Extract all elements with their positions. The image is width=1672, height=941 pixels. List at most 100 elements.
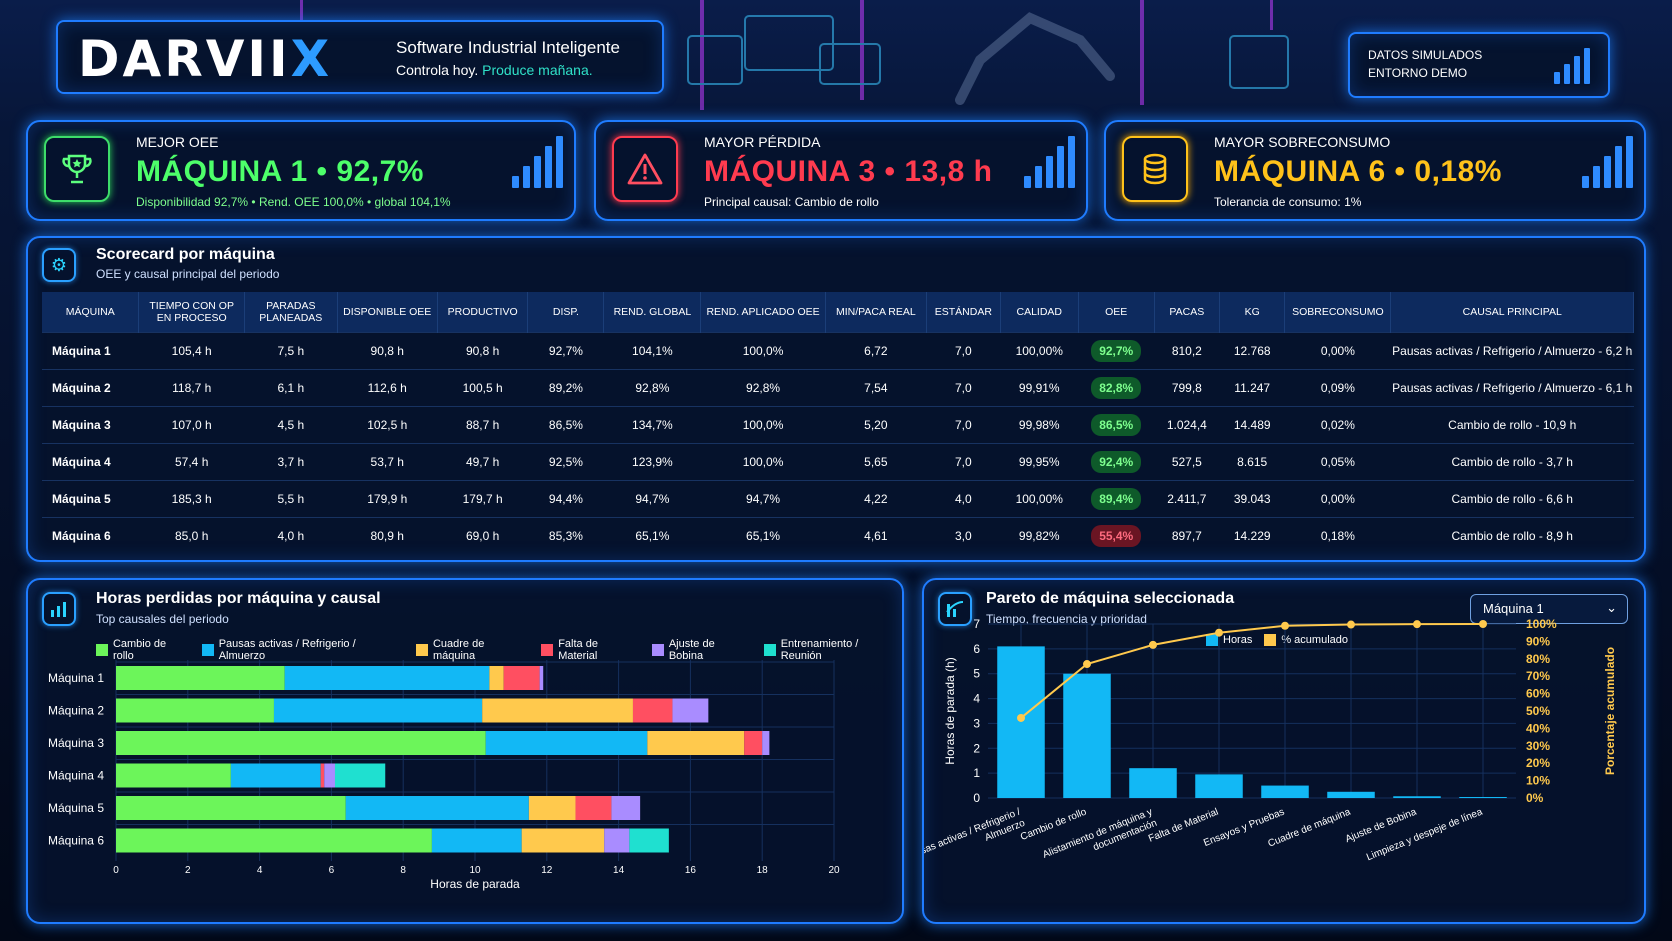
table-cell: 0,02% [1284, 405, 1391, 443]
table-cell: 100,0% [700, 405, 826, 443]
legend-swatch [763, 644, 776, 656]
table-cell: 92,8% [700, 368, 826, 406]
legend-item: Cambio de rollo [96, 638, 190, 662]
table-row[interactable]: Máquina 2 118,7 h 6,1 h 112,6 h 100,5 h 89,2%… [42, 368, 1634, 406]
table-cell: 5,65 [825, 442, 927, 480]
table-cell: 107,0 h [138, 405, 245, 443]
column-header: REND. APLICADO OEE [700, 292, 826, 332]
column-header: DISP. [527, 292, 605, 332]
table-cell: 94,7% [603, 479, 701, 517]
machine-select-dropdown[interactable]: Máquina 1 ⌄ [1470, 594, 1628, 624]
kpi-subtext: Principal causal: Cambio de rollo [704, 195, 879, 209]
table-cell: 527,5 [1154, 442, 1220, 480]
table-cell: 5,5 h [244, 479, 338, 517]
table-cell: 123,9% [603, 442, 701, 480]
legend-swatch [415, 644, 428, 656]
legend-item: Entrenamiento / Reunión [763, 638, 902, 662]
bar-segment [116, 666, 285, 690]
table-cell: 7,0 [926, 368, 1001, 406]
table-cell: 185,3 h [138, 479, 245, 517]
table-cell: 57,4 h [138, 442, 245, 480]
bar-segment [324, 763, 335, 788]
y-tick-label: 6 [973, 642, 980, 656]
oee-status-badge: 82,8% [1091, 376, 1142, 399]
bar-segment [503, 666, 540, 690]
demo-line-1: DATOS SIMULADOS [1368, 48, 1483, 62]
pareto-bar [1327, 791, 1375, 798]
x-tick-label: 6 [329, 865, 335, 876]
table-cell: 89,2% [527, 368, 604, 406]
table-row[interactable]: Máquina 6 85,0 h 4,0 h 80,9 h 69,0 h 85,3% 65,… [42, 516, 1634, 554]
cumulative-point [1017, 713, 1025, 722]
table-cell: 99,91% [1000, 368, 1079, 406]
table-cell: 102,5 h [337, 405, 438, 443]
y2-tick-label: 30% [1526, 739, 1550, 753]
table-cell: 94,4% [527, 479, 604, 517]
table-cell: 39.043 [1219, 479, 1285, 517]
table-cell: 94,7% [700, 479, 826, 517]
pareto-bar [1393, 796, 1441, 798]
table-cell: 86,5% [1078, 405, 1155, 443]
y2-tick-label: 80% [1526, 652, 1550, 666]
cumulative-point [1215, 628, 1223, 637]
x-tick-label: 12 [541, 865, 553, 876]
pareto-chart: 012345670%10%20%30%40%50%60%70%80%90%100… [924, 617, 1617, 863]
machine-name-cell: Máquina 6 [42, 516, 139, 554]
table-cell: 92,5% [527, 442, 604, 480]
x-tick-label: 0 [113, 865, 119, 876]
legend-item: Cuadre de máquina [415, 638, 529, 662]
bar-segment [672, 698, 709, 723]
kpi-largest-loss: MAYOR PÉRDIDA MÁQUINA 3 • 13,8 h Princip… [594, 120, 1088, 221]
pareto-panel: Pareto de máquina seleccionada Tiempo, f… [922, 578, 1646, 924]
table-cell: Cambio de rollo - 10,9 h [1390, 405, 1634, 443]
cumulative-point [1281, 621, 1289, 630]
y-axis-label: Horas de parada (h) [943, 657, 957, 764]
x-tick-label: 10 [469, 865, 481, 876]
legend-label: Falta de Material [558, 638, 598, 662]
y-category-label: Máquina 2 [48, 704, 104, 718]
table-cell: 105,4 h [138, 331, 245, 369]
x-tick-label: 18 [757, 865, 769, 876]
table-cell: 100,0% [700, 331, 826, 369]
hours-panel-subtitle: Top causales del periodo [96, 612, 229, 626]
machine-name-cell: Máquina 3 [42, 405, 139, 443]
table-cell: 3,0 [926, 516, 1001, 554]
demo-badge: DATOS SIMULADOS ENTORNO DEMO [1348, 32, 1610, 98]
legend-swatch [651, 644, 664, 656]
table-row[interactable]: Máquina 5 185,3 h 5,5 h 179,9 h 179,7 h 94,4%… [42, 479, 1634, 517]
table-cell: 5,20 [825, 405, 927, 443]
table-cell: Cambio de rollo - 3,7 h [1390, 442, 1634, 480]
cumulative-line [1020, 623, 1484, 719]
y2-tick-label: 10% [1526, 774, 1550, 788]
table-row[interactable]: Máquina 3 107,0 h 4,5 h 102,5 h 88,7 h 86,5% 1… [42, 405, 1634, 443]
x-tick-label: 16 [685, 865, 697, 876]
y-tick-label: 7 [973, 617, 980, 631]
bar-segment [521, 828, 605, 853]
bar-chart-icon [42, 592, 76, 626]
scorecard-title: Scorecard por máquina [96, 246, 275, 263]
column-header: CAUSAL PRINCIPAL [1390, 292, 1634, 332]
dropdown-value: Máquina 1 [1483, 601, 1544, 616]
column-header: MÁQUINA [42, 292, 140, 332]
table-cell: 92,8% [603, 368, 701, 406]
column-header: MIN/PACA REAL [825, 292, 927, 332]
table-cell: 7,5 h [244, 331, 338, 369]
column-header: OEE [1078, 292, 1155, 332]
y-tick-label: 5 [973, 667, 980, 681]
legend-swatch [1264, 634, 1277, 646]
table-cell: 4,0 [926, 479, 1001, 517]
table-cell: 55,4% [1078, 516, 1155, 554]
machine-name-cell: Máquina 4 [42, 442, 139, 480]
x-tick-label: 2 [185, 865, 191, 876]
column-header: ESTÁNDAR [926, 292, 1001, 332]
table-cell: 118,7 h [138, 368, 245, 406]
y-category-label: Máquina 5 [48, 801, 104, 815]
bar-segment [116, 763, 231, 788]
pareto-bar [1063, 673, 1111, 798]
column-header: CALIDAD [1000, 292, 1079, 332]
table-row[interactable]: Máquina 1 105,4 h 7,5 h 90,8 h 90,8 h 92,7% 10… [42, 331, 1634, 369]
table-row[interactable]: Máquina 4 57,4 h 3,7 h 53,7 h 49,7 h 92,5% 123… [42, 442, 1634, 480]
legend-swatch [96, 644, 108, 656]
y2-tick-label: 50% [1526, 704, 1550, 718]
table-cell: 112,6 h [337, 368, 438, 406]
